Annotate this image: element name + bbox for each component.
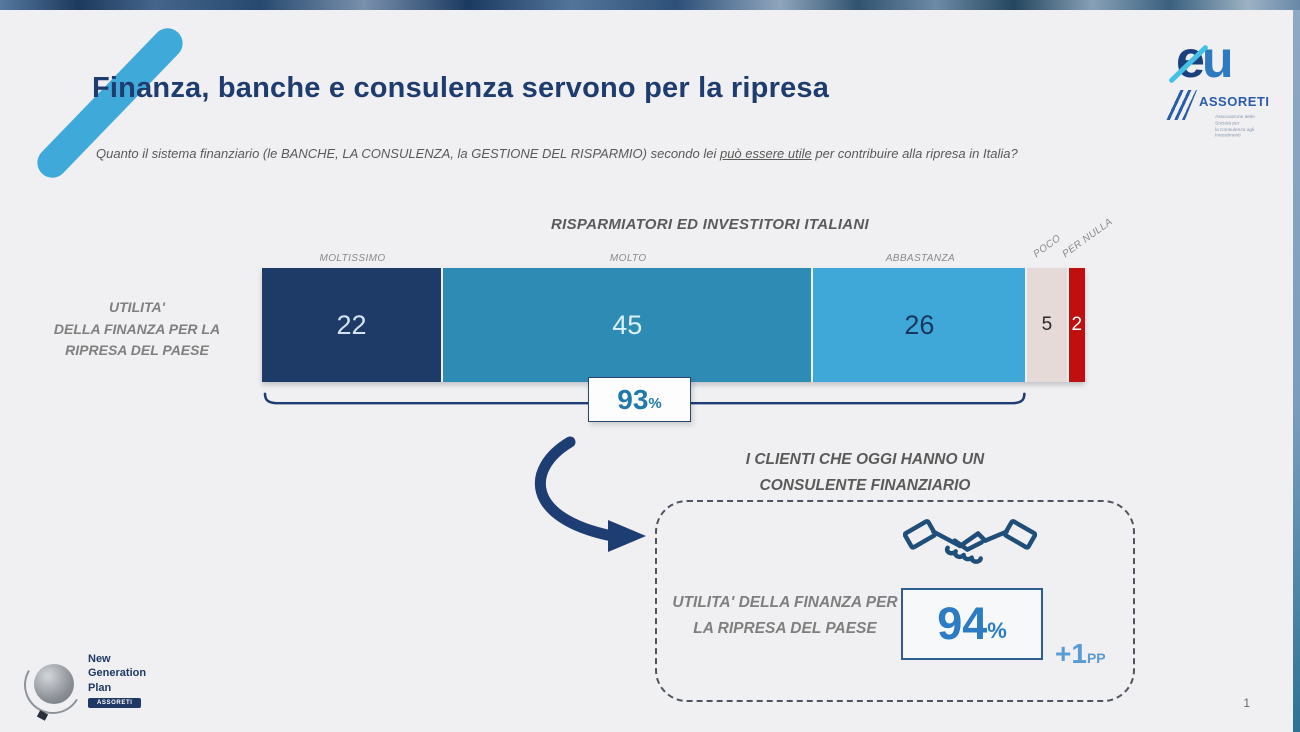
bar-segment-value: 22 [336, 309, 367, 340]
bar-segment-per-nulla: 2 [1068, 268, 1085, 382]
handshake-icon [903, 519, 1037, 564]
clients-heading-line2: CONSULENTE FINANZIARIO [759, 476, 971, 494]
clients-callout-box: UTILITA' DELLA FINANZA PER LA RIPRESA DE… [655, 500, 1135, 702]
category-label-molto: MOLTO [609, 253, 647, 264]
callout-label: UTILITA' DELLA FINANZA PER LA RIPRESA DE… [672, 594, 898, 638]
ngp-wordmark: New Generation Plan [88, 652, 146, 695]
curved-arrow-icon [534, 436, 646, 552]
bar-segment-value: 2 [1071, 314, 1083, 335]
assoreti-tagline-line1: Associazione delle Società per [1215, 115, 1255, 127]
bar-segment-abbastanza: 26 [813, 268, 1028, 382]
total-value: 93 [617, 383, 649, 415]
bar-segment-moltissimo: 22 [262, 268, 444, 382]
background-edge-strip [1293, 10, 1300, 732]
bar-segment-value: 26 [904, 309, 935, 340]
new-generation-plan-logo: New Generation Plan ASSORETI [16, 640, 156, 726]
bar-category-labels: MOLTISSIMO MOLTO ABBASTANZA POCO PER NULLA [262, 216, 1114, 268]
eu-logo-letter-u: u [1201, 31, 1234, 89]
ngp-line2: Generation [88, 667, 147, 680]
bar-segment-value: 5 [1041, 314, 1053, 335]
value-94-box: 94% [901, 588, 1043, 660]
assoreti-tagline-line2: la Consulenza agli Investimenti [1215, 127, 1255, 139]
callout-value: 94 [937, 598, 988, 649]
eu-logo: eu [1168, 30, 1276, 100]
clients-heading-line1: I CLIENTI CHE OGGI HANNO UN [745, 451, 985, 468]
delta-unit: PP [1086, 650, 1106, 666]
bar-segment-value: 45 [612, 309, 643, 340]
page-title: Finanza, banche e consulenza servono per… [92, 72, 830, 104]
callout-unit: % [987, 618, 1007, 643]
assoreti-tagline: Associazione delle Società per la Consul… [1215, 115, 1271, 140]
delta-value: +1 [1055, 638, 1087, 669]
row-label-line3: RIPRESA DEL PAESE [65, 342, 209, 359]
page-number: 1 [1243, 696, 1250, 710]
ngp-line1: New [88, 653, 111, 665]
category-label-abbastanza: ABBASTANZA [885, 253, 956, 264]
assoreti-logo: ASSORETI Associazione delle Società per … [1165, 88, 1285, 139]
ngp-badge: ASSORETI [88, 698, 142, 708]
total-unit: % [648, 395, 662, 412]
question-post: per contribuire alla ripresa in Italia? [811, 146, 1018, 161]
background-video-strip [0, 0, 1300, 10]
category-label-per-nulla: PER NULLA [1060, 216, 1115, 260]
chart-title: RISPARMIATORI ED INVESTITORI ITALIANI [550, 216, 870, 233]
clients-heading: I CLIENTI CHE OGGI HANNO UN CONSULENTE F… [690, 447, 1040, 498]
category-label-poco: POCO [1031, 232, 1064, 260]
category-label-moltissimo: MOLTISSIMO [319, 253, 386, 264]
bar-segment-molto: 45 [443, 268, 814, 382]
row-label-line1: UTILITA' [109, 299, 165, 315]
survey-question: Quanto il sistema finanziario (le BANCHE… [96, 146, 1018, 161]
total-93-box: 93% [588, 377, 691, 422]
stacked-bar: 22 45 26 5 2 [262, 268, 1085, 382]
question-underlined: può essere utile [719, 146, 812, 161]
assoreti-name: ASSORETI [1199, 94, 1270, 109]
row-label-line2: DELLA FINANZA PER LA [53, 320, 221, 337]
assoreti-stripes-icon [1165, 90, 1197, 120]
delta-badge: +1PP [1055, 638, 1106, 670]
question-pre: Quanto il sistema finanziario (le BANCHE… [96, 146, 720, 161]
planet-sphere-icon [34, 664, 74, 704]
ngp-line3: Plan [88, 681, 112, 694]
bar-row-label: UTILITA' DELLA FINANZA PER LA RIPRESA DE… [14, 297, 260, 362]
bar-segment-poco: 5 [1027, 268, 1069, 382]
